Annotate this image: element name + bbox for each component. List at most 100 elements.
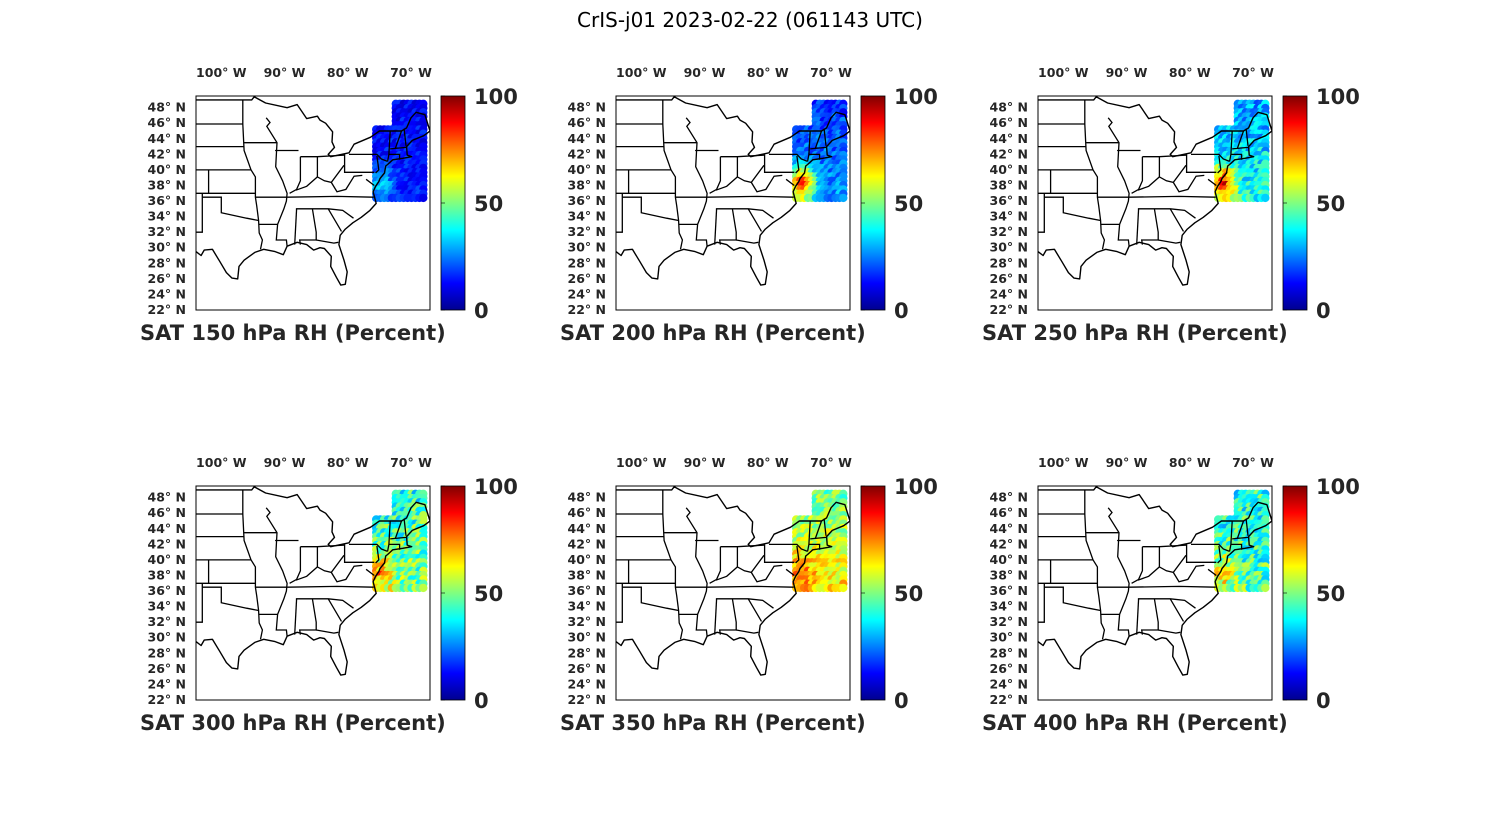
map-frame [195, 95, 431, 311]
state-boundary [1207, 178, 1217, 187]
colorbar-tick-label: 50 [474, 582, 503, 606]
lon-tick-label: 80° W [327, 455, 369, 470]
state-boundary [403, 128, 407, 146]
state-boundary [1044, 196, 1101, 222]
lat-tick-label: 36° N [990, 193, 1028, 208]
state-boundary [1136, 598, 1140, 635]
lat-tick-label: 32° N [990, 224, 1028, 239]
lon-tick-label: 90° W [684, 65, 726, 80]
lat-tick-label: 26° N [148, 271, 186, 286]
lon-tick-label: 70° W [1232, 65, 1274, 80]
state-boundary [795, 155, 800, 174]
state-boundary [365, 178, 375, 187]
lon-tick-label: 90° W [264, 65, 306, 80]
state-boundary [1169, 208, 1185, 232]
state-boundary [375, 155, 380, 174]
lat-tick-label: 26° N [990, 661, 1028, 676]
lat-tick-label: 42° N [148, 146, 186, 161]
lat-tick-label: 34° N [148, 599, 186, 614]
lon-tick-label: 90° W [1106, 65, 1148, 80]
colorbar-tick-label: 0 [1316, 299, 1331, 323]
lat-tick-label: 34° N [568, 209, 606, 224]
panel-title: SAT 400 hPa RH (Percent) [982, 711, 1288, 735]
state-boundary [714, 598, 718, 635]
state-boundary [714, 208, 718, 245]
state-boundary [1137, 176, 1160, 191]
lon-tick-label: 70° W [390, 65, 432, 80]
state-boundary [1131, 156, 1144, 194]
state-boundary [1236, 520, 1245, 540]
lat-tick-label: 32° N [990, 614, 1028, 629]
state-boundary [622, 196, 679, 222]
lat-tick-label: 26° N [568, 271, 606, 286]
colorbar-tick-label: 0 [474, 689, 489, 713]
state-boundary [814, 520, 823, 540]
state-boundary [1107, 507, 1130, 637]
lat-tick-label: 44° N [990, 131, 1028, 146]
map-panel: 100° W 90° W 80° W 70° W 48° N46° N44° N42° … [982, 65, 1360, 345]
lat-tick-label: 28° N [148, 645, 186, 660]
figure-title: CrIS-j01 2023-02-22 (061143 UTC) [577, 8, 923, 32]
colorbar-tick-label: 0 [474, 299, 489, 323]
state-boundary [736, 629, 759, 634]
lat-tick-label: 22° N [990, 692, 1028, 707]
state-boundary [1217, 545, 1222, 564]
state-boundary [1230, 543, 1243, 550]
lat-tick-label: 36° N [990, 583, 1028, 598]
state-boundary [390, 146, 407, 150]
state-boundary [769, 153, 808, 163]
state-boundary [1236, 130, 1245, 150]
lat-tick-label: 34° N [148, 209, 186, 224]
state-boundary [715, 176, 738, 191]
state-boundary [202, 586, 259, 612]
lon-tick-label: 80° W [747, 65, 789, 80]
state-boundary [823, 128, 827, 146]
lon-tick-label: 80° W [1169, 455, 1211, 470]
lat-tick-label: 44° N [148, 521, 186, 536]
state-boundary [685, 507, 708, 637]
lat-tick-label: 22° N [568, 302, 606, 317]
lat-tick-label: 32° N [148, 614, 186, 629]
lat-tick-label: 44° N [568, 131, 606, 146]
lat-tick-label: 48° N [990, 490, 1028, 505]
lon-tick-label: 100° W [616, 455, 667, 470]
lat-tick-label: 22° N [148, 692, 186, 707]
panel-title: SAT 200 hPa RH (Percent) [560, 321, 866, 345]
state-boundary [1044, 586, 1101, 612]
state-boundary [763, 544, 795, 563]
state-boundary [736, 156, 765, 184]
lat-tick-label: 42° N [568, 146, 606, 161]
lat-tick-label: 22° N [148, 302, 186, 317]
state-boundary [750, 174, 783, 193]
colorbar-tick-label: 50 [1316, 582, 1345, 606]
state-boundary [349, 543, 388, 553]
state-boundary [1107, 117, 1130, 247]
lat-tick-label: 46° N [148, 115, 186, 130]
state-boundary [814, 130, 823, 150]
state-boundary [289, 156, 302, 194]
state-boundary [327, 208, 343, 232]
state-boundary [616, 193, 623, 233]
lat-tick-label: 38° N [990, 178, 1028, 193]
lat-tick-label: 48° N [568, 100, 606, 115]
state-boundary [330, 174, 363, 193]
state-boundary [685, 117, 708, 247]
map-area [616, 486, 850, 700]
lat-tick-label: 46° N [568, 505, 606, 520]
state-boundary [808, 543, 821, 550]
lon-tick-label: 100° W [1038, 455, 1089, 470]
map-frame [1037, 485, 1273, 701]
lat-tick-label: 44° N [990, 521, 1028, 536]
lat-tick-label: 22° N [990, 302, 1028, 317]
state-boundary [763, 154, 795, 173]
lon-tick-label: 70° W [810, 65, 852, 80]
lat-tick-label: 28° N [990, 255, 1028, 270]
state-boundary [1172, 564, 1205, 583]
state-boundary [196, 193, 203, 233]
state-boundary [715, 566, 738, 581]
state-boundary [1245, 128, 1249, 146]
state-boundary [1191, 153, 1230, 163]
state-boundary [394, 130, 403, 150]
state-boundary [785, 178, 795, 187]
lat-tick-label: 30° N [990, 630, 1028, 645]
